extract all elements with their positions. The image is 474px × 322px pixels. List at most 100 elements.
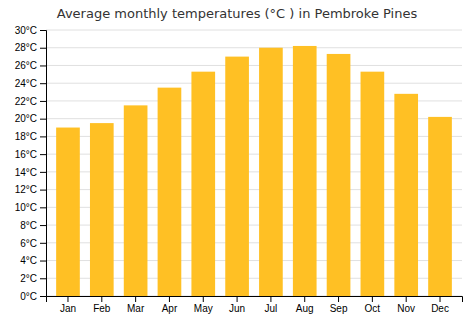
y-tick-mark	[40, 243, 46, 244]
bar	[259, 48, 283, 296]
grid	[46, 30, 462, 296]
x-tick-label: Jun	[229, 303, 245, 314]
x-tick: Jul	[265, 296, 278, 314]
bar	[361, 72, 385, 296]
x-tick: Jun	[229, 296, 245, 314]
x-tick-mark	[304, 296, 305, 302]
x-tick: Aug	[296, 296, 314, 314]
x-tick: Feb	[93, 296, 111, 314]
y-tick-mark	[40, 190, 46, 191]
y-tick-label: 0°C	[20, 291, 37, 302]
bars	[56, 46, 452, 296]
y-tick-mark	[40, 261, 46, 262]
bar	[124, 105, 148, 296]
y-tick-label: 22°C	[15, 96, 37, 107]
grid-line	[46, 83, 462, 84]
x-tick-label: Jan	[60, 303, 76, 314]
x-tick-mark	[372, 296, 373, 302]
y-tick-mark	[40, 154, 46, 155]
plot: 0°C 2°C 4°C 6°C 8°C 10°C 12°C 14°C 16°C 18°C 20°C 2…	[15, 25, 463, 314]
x-tick: Apr	[162, 296, 178, 314]
bar	[158, 88, 182, 296]
x-tick-label: Mar	[127, 303, 145, 314]
y-tick-mark	[40, 172, 46, 173]
y-tick-mark	[40, 225, 46, 226]
x-tick-label: Apr	[162, 303, 178, 314]
x-tick-label: Aug	[296, 303, 314, 314]
x-tick-mark	[101, 296, 102, 302]
x-tick: Oct	[365, 296, 381, 314]
x-tick-mark	[270, 296, 271, 302]
y-tick-mark	[40, 65, 46, 66]
x-tick: Jan	[60, 296, 76, 314]
y-tick: 22°C	[15, 96, 46, 107]
y-tick: 12°C	[15, 184, 46, 195]
y-tick-mark	[40, 296, 46, 297]
y-tick-mark	[40, 101, 46, 102]
y-tick: 26°C	[15, 60, 46, 71]
bar	[191, 72, 215, 296]
y-tick-label: 28°C	[15, 42, 37, 53]
bar	[225, 57, 249, 296]
bar	[90, 123, 114, 296]
x-tick: Mar	[127, 296, 145, 314]
y-axis-line	[40, 31, 47, 297]
grid-line	[46, 65, 462, 66]
y-tick-mark	[40, 83, 46, 84]
x-tick: Nov	[397, 296, 415, 314]
y-tick: 20°C	[15, 113, 46, 124]
bar	[293, 46, 317, 296]
y-tick-label: 10°C	[15, 202, 37, 213]
x-tick-label: Dec	[431, 303, 449, 314]
x-tick: May	[194, 296, 213, 314]
bar	[56, 128, 80, 296]
y-tick: 14°C	[15, 167, 46, 178]
y-tick-label: 12°C	[15, 184, 37, 195]
y-axis: 0°C 2°C 4°C 6°C 8°C 10°C 12°C 14°C 16°C 18°C 20°C 2…	[15, 25, 47, 302]
y-tick-mark	[40, 119, 46, 120]
x-axis: Jan Feb Mar Apr May Jun Jul Aug Sep Oct Nov Dec	[47, 296, 463, 314]
grid-line	[46, 47, 462, 48]
bar	[394, 94, 418, 296]
x-tick-mark	[169, 296, 170, 302]
y-tick-label: 20°C	[15, 113, 37, 124]
y-tick: 2°C	[20, 273, 46, 284]
x-tick-label: Oct	[365, 303, 381, 314]
x-tick-mark	[338, 296, 339, 302]
y-tick-label: 8°C	[20, 220, 37, 231]
x-tick-mark	[237, 296, 238, 302]
y-tick: 8°C	[20, 220, 46, 231]
y-tick-label: 6°C	[20, 238, 37, 249]
y-tick-mark	[40, 278, 46, 279]
y-tick-mark	[40, 207, 46, 208]
x-tick-mark	[135, 296, 136, 302]
y-tick: 6°C	[20, 238, 46, 249]
y-tick-mark	[40, 48, 46, 49]
y-tick-mark	[40, 136, 46, 137]
y-tick-label: 30°C	[15, 25, 37, 36]
y-tick: 0°C	[20, 291, 46, 302]
title: Average monthly temperatures (°C ) in Pe…	[57, 6, 418, 21]
y-tick: 4°C	[20, 255, 46, 266]
y-tick-label: 24°C	[15, 78, 37, 89]
x-tick-mark	[440, 296, 441, 302]
y-tick-mark	[40, 30, 46, 31]
x-tick-mark	[203, 296, 204, 302]
y-tick: 18°C	[15, 131, 46, 142]
y-tick-label: 18°C	[15, 131, 37, 142]
chart: 0°C 2°C 4°C 6°C 8°C 10°C 12°C 14°C 16°C 18°C 20°C 2…	[0, 0, 474, 322]
y-tick-label: 26°C	[15, 60, 37, 71]
x-tick-mark	[67, 296, 68, 302]
grid-line	[46, 30, 462, 31]
x-tick-label: May	[194, 303, 213, 314]
y-tick: 24°C	[15, 78, 46, 89]
y-tick-label: 16°C	[15, 149, 37, 160]
x-tick-label: Feb	[93, 303, 111, 314]
bar	[428, 117, 452, 296]
y-tick-label: 14°C	[15, 167, 37, 178]
x-tick-label: Nov	[397, 303, 415, 314]
y-tick: 10°C	[15, 202, 46, 213]
x-axis-line	[47, 297, 463, 303]
x-tick-label: Sep	[330, 303, 348, 314]
x-tick: Sep	[330, 296, 348, 314]
